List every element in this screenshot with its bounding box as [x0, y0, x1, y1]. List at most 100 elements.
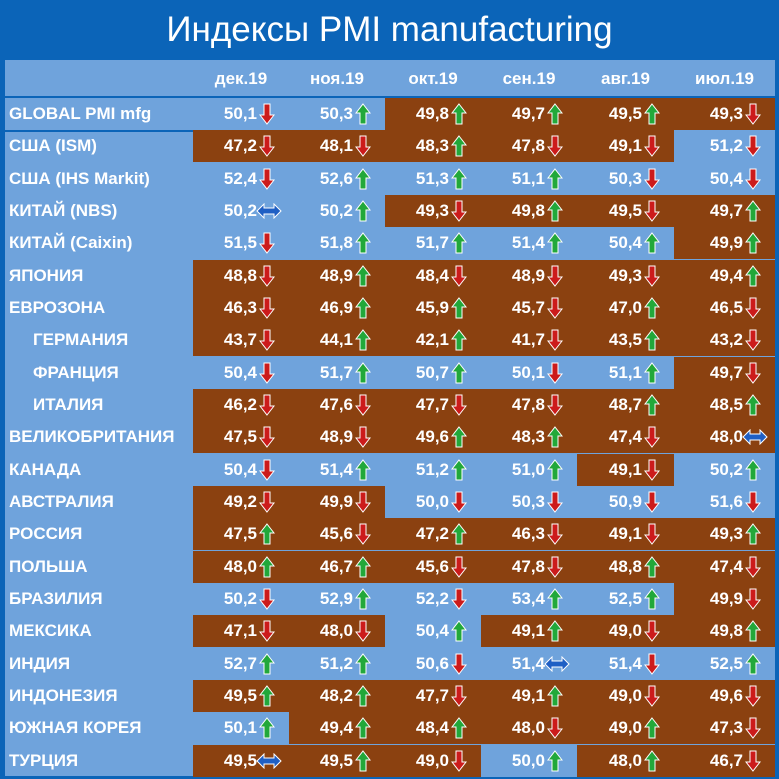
table-cell: 50,1	[481, 357, 577, 389]
cell-value: 51,1	[608, 363, 642, 382]
arrow-down-icon	[745, 297, 761, 319]
table-cell: 50,3	[289, 98, 385, 130]
row-label-text: ГЕРМАНИЯ	[33, 330, 129, 349]
arrow-down-icon	[355, 426, 371, 448]
cell-value: 48,0	[223, 557, 257, 576]
cell-value: 45,7	[511, 298, 545, 317]
table-cell: 42,1	[385, 324, 481, 356]
row-label: АВСТРАЛИЯ	[5, 486, 193, 518]
cell-value: 53,4	[511, 589, 545, 608]
column-header: ноя.19	[310, 69, 364, 88]
cell-value: 49,3	[709, 524, 743, 543]
cell-value: 48,0	[709, 427, 743, 446]
arrow-down-icon	[451, 200, 467, 222]
table-cell: 43,7	[193, 324, 289, 356]
cell-value: 49,5	[608, 201, 642, 220]
arrow-down-icon	[644, 523, 660, 545]
table-cell: 49,6	[385, 421, 481, 453]
cell-value: 49,3	[608, 266, 642, 285]
arrow-down-icon	[644, 685, 660, 707]
cell-value: 47,6	[319, 395, 353, 414]
arrow-down-icon	[451, 750, 467, 772]
arrow-down-icon	[547, 265, 563, 287]
row-label-text: ИТАЛИЯ	[33, 395, 104, 414]
table-cell: 50,7	[385, 357, 481, 389]
table-cell: 51,2	[385, 454, 481, 486]
cell-value: 43,2	[709, 330, 743, 349]
arrow-down-icon	[745, 588, 761, 610]
row-label: РОССИЯ	[5, 518, 193, 550]
cell-value: 51,6	[709, 492, 743, 511]
table-cell: 47,1	[193, 615, 289, 647]
table-cell: 48,4	[385, 712, 481, 744]
row-label: ТУРЦИЯ	[5, 745, 193, 777]
cell-value: 49,5	[319, 751, 353, 770]
arrow-up-icon	[547, 426, 563, 448]
cell-value: 50,9	[608, 492, 642, 511]
cell-value: 49,9	[709, 589, 743, 608]
table-cell: 49,1	[481, 615, 577, 647]
table-cell: 49,7	[674, 195, 775, 227]
row-label: США (IHS Markit)	[5, 163, 193, 195]
table-cell: 51,8	[289, 227, 385, 259]
arrow-up-icon	[451, 103, 467, 125]
table-cell: 50,3	[481, 486, 577, 518]
arrow-up-icon	[355, 459, 371, 481]
arrow-down-icon	[745, 750, 761, 772]
arrow-up-icon	[451, 459, 467, 481]
cell-value: 49,6	[709, 686, 743, 705]
arrow-up-icon	[259, 523, 275, 545]
cell-value: 48,7	[608, 395, 642, 414]
cell-value: 50,1	[223, 718, 257, 737]
cell-value: 49,1	[608, 524, 642, 543]
arrow-up-icon	[355, 717, 371, 739]
arrow-down-icon	[547, 523, 563, 545]
row-label: КИТАЙ (NBS)	[5, 195, 193, 227]
table-cell: 48,4	[385, 260, 481, 292]
table-cell: 49,4	[674, 260, 775, 292]
cell-value: 49,5	[608, 104, 642, 123]
row-label: МЕКСИКА	[5, 615, 193, 647]
arrow-up-icon	[745, 200, 761, 222]
cell-value: 51,8	[319, 233, 353, 252]
table-cell: 47,5	[193, 518, 289, 550]
table-cell: 50,6	[385, 648, 481, 680]
cell-value: 49,8	[415, 104, 449, 123]
table-cell: 47,6	[289, 389, 385, 421]
arrow-up-icon	[547, 459, 563, 481]
cell-value: 47,5	[223, 427, 257, 446]
row-label: ИНДОНЕЗИЯ	[5, 680, 193, 712]
table-cell: 51,1	[481, 163, 577, 195]
cell-value: 48,8	[223, 266, 257, 285]
arrow-down-icon	[259, 297, 275, 319]
cell-value: 47,3	[709, 718, 743, 737]
table-cell: 49,3	[674, 518, 775, 550]
arrow-down-icon	[259, 459, 275, 481]
arrow-up-icon	[259, 653, 275, 675]
arrow-down-icon	[547, 135, 563, 157]
column-header: июл.19	[695, 69, 754, 88]
arrow-up-icon	[745, 459, 761, 481]
arrow-up-icon	[451, 135, 467, 157]
table-cell: 50,2	[193, 583, 289, 615]
table-cell: 46,3	[481, 518, 577, 550]
table-cell: 41,7	[481, 324, 577, 356]
table-cell: 48,7	[577, 389, 674, 421]
arrow-down-icon	[644, 135, 660, 157]
cell-value: 44,1	[319, 330, 353, 349]
arrow-down-icon	[547, 717, 563, 739]
cell-value: 49,7	[709, 363, 743, 382]
arrow-up-icon	[355, 168, 371, 190]
table-cell: 45,6	[385, 551, 481, 583]
arrow-up-icon	[644, 556, 660, 578]
cell-value: 50,2	[223, 589, 257, 608]
cell-value: 51,4	[511, 233, 545, 252]
column-header: авг.19	[601, 69, 650, 88]
cell-value: 51,3	[415, 169, 449, 188]
table-cell: 49,9	[289, 486, 385, 518]
arrow-down-icon	[259, 620, 275, 642]
row-label: ЯПОНИЯ	[5, 260, 193, 292]
cell-value: 45,9	[415, 298, 449, 317]
arrow-down-icon	[745, 135, 761, 157]
table-cell: 50,2	[674, 454, 775, 486]
